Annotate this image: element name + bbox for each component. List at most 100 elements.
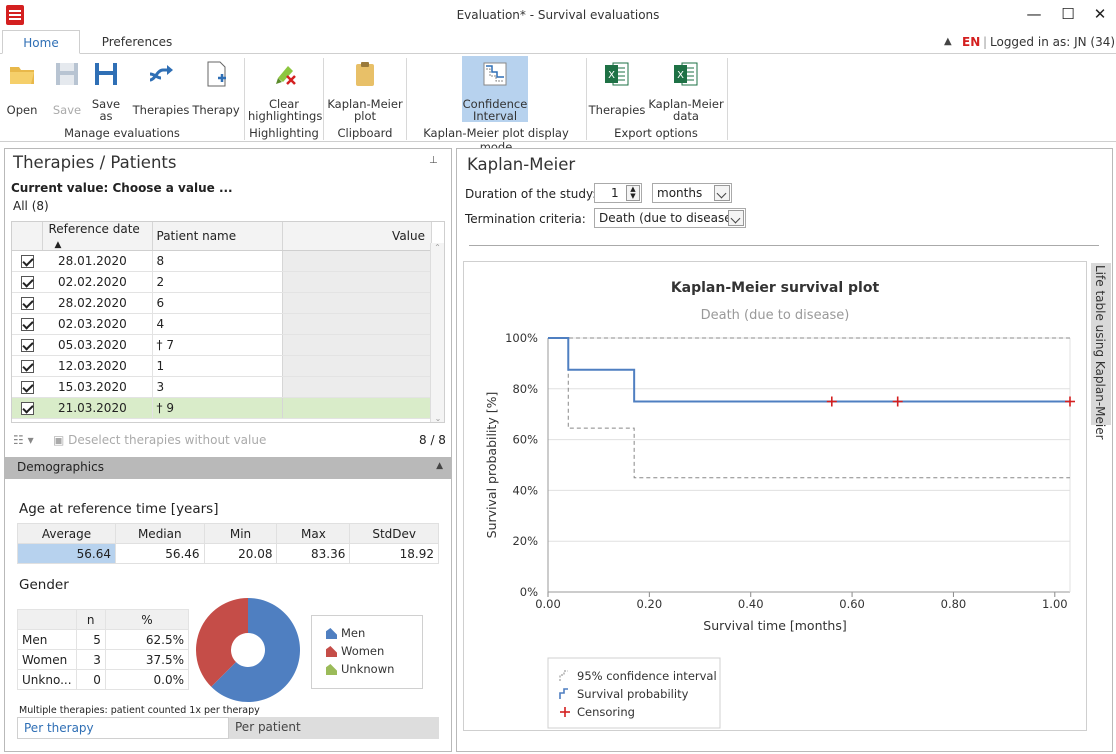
age-stats-table: Average Median Min Max StdDev 56.64 56.46 20.0… bbox=[16, 523, 439, 564]
ribbon-tab-bar: Home Preferences bbox=[0, 30, 1116, 54]
ci-lower-line bbox=[548, 337, 1070, 479]
value-cell[interactable] bbox=[281, 334, 432, 356]
tab-home[interactable]: Home bbox=[2, 30, 80, 54]
patient-name-cell: 2 bbox=[152, 271, 282, 293]
highlighter-icon bbox=[276, 66, 296, 85]
table-row[interactable]: 15.03.2020 3 bbox=[12, 376, 432, 398]
gender-title: Gender bbox=[19, 577, 69, 593]
gender-row: Women 3 37.5% bbox=[17, 649, 190, 670]
table-row[interactable]: 12.03.2020 1 bbox=[12, 355, 432, 377]
row-checkbox[interactable] bbox=[20, 318, 34, 331]
age-title: Age at reference time [years] bbox=[19, 501, 219, 517]
termination-select[interactable]: Death (due to disease) bbox=[594, 208, 746, 228]
therapy-button[interactable]: Therapy bbox=[192, 60, 240, 116]
duration-stepper[interactable]: 1 ▲ ▼ bbox=[594, 183, 642, 203]
save-as-button[interactable]: Save as bbox=[88, 60, 124, 122]
row-count: 8 / 8 bbox=[419, 433, 446, 447]
row-checkbox-cell[interactable] bbox=[12, 292, 42, 314]
gender-label: Unkno... bbox=[17, 669, 77, 690]
clipboard-icon bbox=[356, 62, 374, 86]
table-row[interactable]: 28.01.2020 8 bbox=[12, 250, 432, 272]
value-cell[interactable] bbox=[281, 397, 432, 419]
arrows-icon bbox=[149, 65, 173, 82]
gender-count: 3 bbox=[75, 649, 106, 670]
value-cell[interactable] bbox=[281, 250, 432, 272]
row-checkbox-cell[interactable] bbox=[12, 250, 42, 272]
age-value-cell: 56.46 bbox=[115, 543, 205, 564]
confidence-interval-toggle[interactable]: Confidence Interval bbox=[462, 56, 528, 122]
maximize-button[interactable]: ☐ bbox=[1061, 5, 1075, 23]
minimize-button[interactable]: — bbox=[1026, 5, 1042, 23]
value-cell[interactable] bbox=[281, 292, 432, 314]
table-row[interactable]: 02.03.2020 4 bbox=[12, 313, 432, 335]
row-checkbox[interactable] bbox=[20, 402, 34, 415]
check-column-header[interactable] bbox=[12, 222, 43, 251]
scroll-up-icon[interactable]: ⌃ bbox=[434, 243, 441, 252]
row-checkbox-cell[interactable] bbox=[12, 376, 42, 398]
column-header-ref-date[interactable]: Reference date ▲ bbox=[42, 222, 153, 251]
censoring-mark bbox=[1065, 396, 1075, 407]
scroll-down-icon[interactable]: ⌄ bbox=[434, 414, 442, 423]
copy-km-plot-button[interactable]: Kaplan-Meier plot bbox=[326, 60, 404, 122]
y-tick-label: 60% bbox=[512, 433, 538, 447]
row-checkbox-cell[interactable] bbox=[12, 313, 42, 335]
x-tick-label: 1.00 bbox=[1042, 597, 1068, 611]
row-checkbox[interactable] bbox=[20, 276, 34, 289]
row-checkbox-cell[interactable] bbox=[12, 334, 42, 356]
y-axis-label: Survival probability [%] bbox=[484, 392, 499, 539]
export-therapies-button[interactable]: X Therapies bbox=[588, 60, 646, 116]
km-chart-frame: Kaplan-Meier survival plot Death (due to … bbox=[463, 261, 1087, 731]
row-checkbox[interactable] bbox=[20, 255, 34, 268]
open-button[interactable]: Open bbox=[4, 60, 40, 116]
legend-item: Unknown bbox=[326, 662, 394, 676]
collapse-ribbon-icon[interactable]: ▲ bbox=[944, 36, 952, 47]
deselect-button[interactable]: ▣ Deselect therapies without value bbox=[53, 433, 266, 447]
column-chooser-icon[interactable]: ☷ ▾ bbox=[13, 433, 34, 447]
pin-icon[interactable]: ⊥ bbox=[429, 155, 438, 166]
legend-item: Women bbox=[326, 644, 384, 658]
table-row[interactable]: 21.03.2020 † 9 bbox=[12, 397, 432, 419]
row-checkbox-cell[interactable] bbox=[12, 271, 42, 293]
export-km-label-1: Kaplan-Meier bbox=[648, 97, 724, 111]
value-cell[interactable] bbox=[281, 355, 432, 377]
life-table-side-tab[interactable]: Life table using Kaplan-Meier bbox=[1091, 263, 1111, 440]
tab-preferences[interactable]: Preferences bbox=[101, 35, 173, 49]
row-checkbox[interactable] bbox=[20, 381, 34, 394]
gender-pie-chart bbox=[196, 598, 300, 702]
value-cell[interactable] bbox=[281, 271, 432, 293]
close-button[interactable]: ✕ bbox=[1093, 5, 1107, 23]
tab-per-therapy[interactable]: Per therapy bbox=[17, 717, 229, 739]
collapse-icon[interactable]: ▲ bbox=[436, 461, 443, 471]
stepper-arrows-icon[interactable]: ▲ ▼ bbox=[626, 185, 640, 201]
therapies-button[interactable]: Therapies bbox=[132, 60, 190, 116]
tab-per-patient[interactable]: Per patient bbox=[229, 717, 439, 739]
gender-label: Men bbox=[17, 629, 77, 650]
filter-label[interactable]: All (8) bbox=[13, 199, 49, 213]
table-scrollbar[interactable]: ⌃ ⌄ bbox=[430, 243, 444, 423]
km-survival-chart: Kaplan-Meier survival plot Death (due to … bbox=[484, 280, 1075, 729]
title-bar: Evaluation* - Survival evaluations — ☐ ✕ bbox=[0, 0, 1116, 30]
language-selector[interactable]: EN bbox=[962, 35, 981, 49]
row-checkbox[interactable] bbox=[20, 339, 34, 352]
save-button[interactable]: Save bbox=[50, 60, 84, 116]
row-checkbox-cell[interactable] bbox=[12, 355, 42, 377]
row-checkbox[interactable] bbox=[20, 297, 34, 310]
current-value-label[interactable]: Current value: Choose a value ... bbox=[11, 181, 233, 195]
excel-icon: X bbox=[674, 62, 698, 86]
column-header-value[interactable]: Value bbox=[282, 222, 432, 251]
table-row[interactable]: 02.02.2020 2 bbox=[12, 271, 432, 293]
table-row[interactable]: 05.03.2020 † 7 bbox=[12, 334, 432, 356]
chart-legend-item: Survival probability bbox=[559, 687, 689, 701]
clear-highlightings-button[interactable]: Clear highlightings bbox=[248, 60, 322, 122]
demographics-header[interactable]: Demographics ▲ bbox=[5, 457, 451, 479]
column-header-patient[interactable]: Patient name bbox=[152, 222, 283, 251]
x-axis-label: Survival time [months] bbox=[703, 618, 846, 633]
value-cell[interactable] bbox=[281, 376, 432, 398]
value-cell[interactable] bbox=[281, 313, 432, 335]
row-checkbox-cell[interactable] bbox=[12, 397, 42, 419]
row-checkbox[interactable] bbox=[20, 360, 34, 373]
duration-unit-select[interactable]: months bbox=[652, 183, 732, 203]
export-km-data-button[interactable]: X Kaplan-Meier data bbox=[648, 60, 724, 122]
group-label-clipboard: Clipboard bbox=[337, 126, 393, 140]
table-row[interactable]: 28.02.2020 6 bbox=[12, 292, 432, 314]
